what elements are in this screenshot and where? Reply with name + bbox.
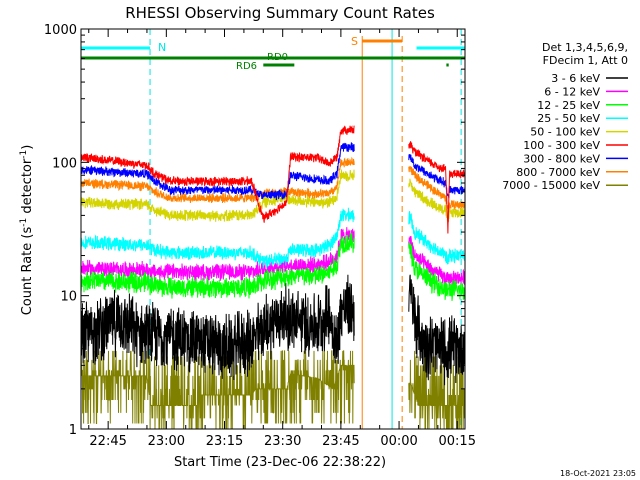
series-black [80,274,466,386]
legend-header-line-1: Det 1,3,4,5,6,9, [542,41,628,54]
timestamp: 18-Oct-2021 23:05 [560,469,636,478]
series-cyan [80,207,466,269]
legend-label-3: 25 - 50 keV [537,112,600,125]
series-line-red-a [80,125,355,223]
y-axis-title-sup2: -1 [19,150,29,159]
series-line-black-a [80,274,355,381]
series-line-olive-b [408,350,466,430]
y-tick-label-1: 10 [60,290,77,305]
y-axis-title-suffix: ) [20,145,35,150]
legend-label-7: 800 - 7000 keV [516,166,600,179]
series-olive [80,350,466,430]
legend-label-8: 7000 - 15000 keV [502,179,600,192]
series-line-yellow-b [408,178,466,225]
series-line-green-b [408,242,466,301]
series-green [80,232,466,301]
chart-title: RHESSI Observing Summary Count Rates [125,4,435,22]
legend-label-2: 12 - 25 keV [537,99,600,112]
flag-label-n: N [158,41,166,54]
series-line-magenta-a [80,227,355,282]
series-line-cyan-a [80,207,355,269]
x-tick-label-5: 00:00 [380,434,417,449]
series-line-green-a [80,232,355,299]
series-line-cyan-b [408,211,466,265]
series-line-orange-b [408,165,466,210]
y-axis-title-prefix: Count Rate (s [20,227,35,316]
flag-layer: N S RD0 RD6 [158,35,358,72]
plot-layer [80,29,466,430]
flag-label-s: S [351,35,358,48]
series-line-yellow-a [80,169,355,222]
flag-label-rd6: RD6 [236,61,257,72]
y-tick-label-2: 100 [52,156,77,171]
legend: Det 1,3,4,5,6,9, FDecim 1, Att 0 3 - 6 k… [502,41,628,192]
series-line-orange-a [80,156,355,204]
series-line-blue-b [408,154,466,199]
x-tick-label-0: 22:45 [89,434,126,449]
y-axis-title-mid: detector [20,158,35,218]
legend-label-1: 6 - 12 keV [544,85,600,98]
y-tick-label-3: 1000 [44,23,77,38]
plot-frame [80,28,466,430]
x-tick-label-1: 23:00 [148,434,185,449]
series-line-olive-a [80,350,355,430]
legend-label-4: 50 - 100 keV [530,126,600,139]
x-axis-label: Start Time (23-Dec-06 22:38:22) [174,455,386,470]
series-orange [80,156,466,210]
legend-label-5: 100 - 300 keV [523,139,600,152]
series-yellow [80,169,466,225]
legend-label-6: 300 - 800 keV [523,152,600,165]
y-tick-label-0: 1 [69,423,77,438]
y-axis-title: Count Rate (s-1 detector-1) [19,145,35,316]
series-line-black-b [408,274,466,386]
x-tick-label-4: 23:45 [322,434,359,449]
axes-layer: 22:45 23:00 23:15 23:30 23:45 00:00 00:15 1 10 10… [44,23,476,449]
y-axis-label: Count Rate (s-1 detector-1) [19,145,35,316]
series-line-blue-a [80,142,355,201]
x-tick-label-2: 23:15 [206,434,243,449]
x-tick-label-6: 00:15 [439,434,476,449]
x-tick-label-3: 23:30 [264,434,301,449]
y-axis-title-sup: -1 [19,218,29,227]
legend-label-0: 3 - 6 keV [551,72,600,85]
series-red [80,125,466,234]
series-blue [80,142,466,201]
series-line-red-b [408,141,466,234]
x-axis-title: Start Time (23-Dec-06 22:38:22) [174,455,386,470]
legend-header-line-2: FDecim 1, Att 0 [543,54,628,67]
